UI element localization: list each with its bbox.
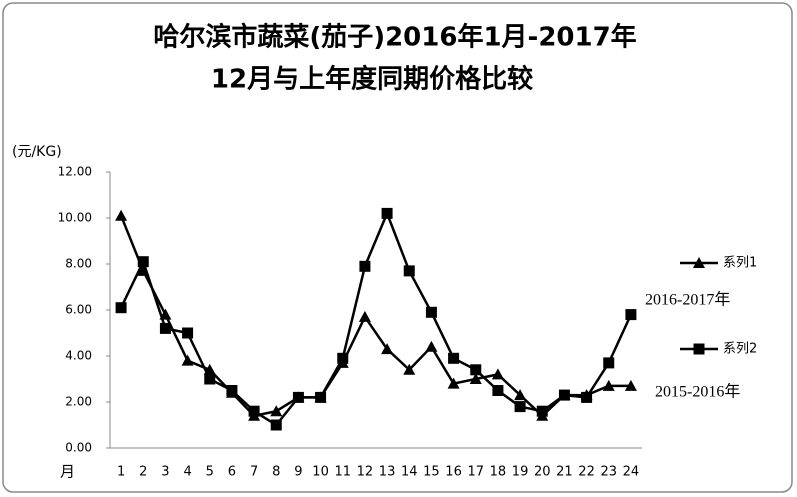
annotation: 2015-2016年 xyxy=(655,383,740,401)
point xyxy=(425,340,438,352)
point xyxy=(137,256,149,268)
x-tick-label: 22 xyxy=(578,465,595,480)
point xyxy=(181,354,194,366)
x-tick-label: 11 xyxy=(334,465,351,480)
x-tick-label: 10 xyxy=(312,465,329,480)
legend-label: 系列1 xyxy=(723,256,757,271)
y-tick-label: 0.00 xyxy=(65,441,92,455)
point xyxy=(159,322,171,334)
x-tick-label: 20 xyxy=(534,465,551,480)
point xyxy=(514,389,527,401)
legend-marker xyxy=(693,343,705,355)
point xyxy=(292,391,304,403)
point xyxy=(624,379,637,391)
point xyxy=(115,209,128,221)
x-tick-label: 18 xyxy=(490,465,507,480)
x-tick-label: 2 xyxy=(139,465,147,480)
x-tick-label: 3 xyxy=(161,465,169,480)
point xyxy=(381,207,393,219)
point xyxy=(625,309,637,321)
point xyxy=(536,405,548,417)
x-tick-label: 12 xyxy=(357,465,374,480)
x-tick-label: 8 xyxy=(272,465,280,480)
point xyxy=(381,343,394,355)
x-tick-label: 21 xyxy=(556,465,573,480)
point xyxy=(581,391,593,403)
point xyxy=(358,310,371,322)
point xyxy=(403,363,416,375)
x-tick-label: 1 xyxy=(117,465,125,480)
point xyxy=(514,401,526,413)
point xyxy=(248,405,260,417)
legend-label: 系列2 xyxy=(723,342,757,357)
legend-marker xyxy=(693,257,705,268)
point xyxy=(492,385,504,396)
y-tick-label: 4.00 xyxy=(65,349,92,363)
x-axis-label: 月 xyxy=(60,463,75,481)
point xyxy=(403,265,415,277)
point xyxy=(270,419,282,431)
y-tick-label: 6.00 xyxy=(65,303,92,317)
point xyxy=(558,389,570,401)
x-tick-label: 4 xyxy=(183,465,191,480)
point xyxy=(602,379,615,391)
x-tick-label: 14 xyxy=(401,465,418,480)
x-tick-label: 9 xyxy=(294,465,302,480)
x-tick-label: 17 xyxy=(467,465,484,480)
point xyxy=(182,327,194,339)
point xyxy=(359,260,371,272)
x-tick-label: 24 xyxy=(623,465,640,480)
point xyxy=(469,373,482,384)
chart-title: 哈尔滨市蔬菜(茄子)2016年1月-2017年 xyxy=(153,22,636,53)
x-tick-label: 13 xyxy=(379,465,396,480)
point xyxy=(491,368,504,380)
y-tick-label: 12.00 xyxy=(58,165,92,179)
x-tick-label: 5 xyxy=(206,465,214,480)
point xyxy=(470,364,482,376)
point xyxy=(448,352,460,364)
x-tick-label: 7 xyxy=(250,465,258,480)
y-axis-label: (元/KG) xyxy=(12,144,62,160)
point xyxy=(337,352,349,364)
point xyxy=(270,405,283,417)
point xyxy=(425,306,437,318)
y-tick-label: 8.00 xyxy=(65,257,92,271)
x-tick-label: 16 xyxy=(445,465,462,480)
point xyxy=(204,373,216,385)
point xyxy=(115,302,127,314)
point xyxy=(603,357,615,369)
x-tick-label: 15 xyxy=(423,465,440,480)
annotation: 2016-2017年 xyxy=(645,291,730,309)
point xyxy=(226,385,238,396)
point xyxy=(315,391,327,403)
x-tick-label: 19 xyxy=(512,465,529,480)
x-tick-label: 6 xyxy=(228,465,236,480)
y-tick-label: 2.00 xyxy=(65,395,92,409)
chart-title: 12月与上年度同期价格比较 xyxy=(211,64,533,95)
x-tick-label: 23 xyxy=(600,465,617,480)
point xyxy=(447,377,460,389)
y-tick-label: 10.00 xyxy=(58,211,92,225)
